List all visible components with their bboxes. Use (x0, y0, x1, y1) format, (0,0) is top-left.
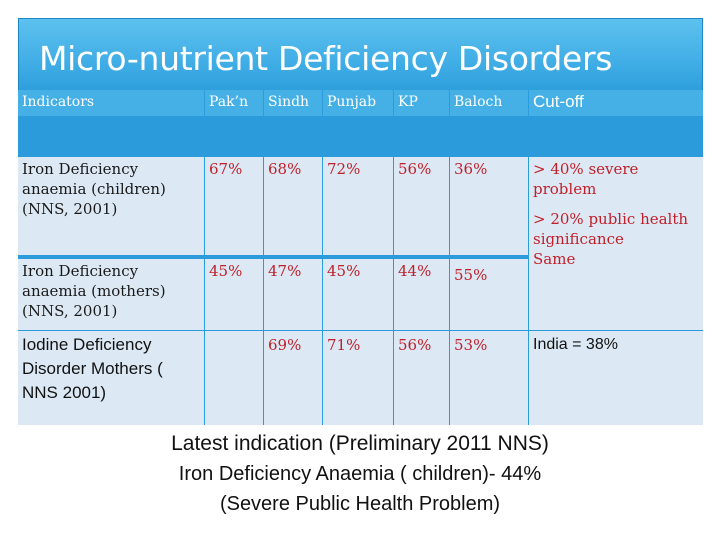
title-bar: Micro-nutrient Deficiency Disorders (18, 18, 703, 90)
row-3-sindh: 69% (264, 331, 322, 425)
row-1-baloch: 36% (450, 157, 528, 255)
slide-title: Micro-nutrient Deficiency Disorders (39, 39, 613, 78)
header-cutoff: Cut-off (529, 90, 703, 116)
cutoff-criteria: > 40% severe problem > 20% public health… (529, 157, 703, 330)
footer-iron-anaemia: Iron Deficiency Anaemia ( children)- 44% (178, 463, 542, 485)
footer-latest-indication: Latest indication (Preliminary 2011 NNS) (171, 432, 549, 455)
row-1-indicator: Iron Deficiency anaemia (children) (NNS,… (18, 157, 204, 255)
header-baloch: Baloch (450, 90, 528, 116)
row-2-sindh: 47% (264, 259, 322, 330)
row-2-punjab: 45% (323, 259, 393, 330)
row-2-pakn: 45% (205, 259, 263, 330)
row-3-baloch: 53% (450, 331, 528, 425)
row-1-sindh: 68% (264, 157, 322, 255)
row-2-indicator: Iron Deficiency anaemia (mothers) (NNS, … (18, 259, 204, 330)
row-3-punjab: 71% (323, 331, 393, 425)
cutoff-same: Same (533, 250, 576, 268)
row-3-kp: 56% (394, 331, 449, 425)
row-1-pakn: 67% (205, 157, 263, 255)
row-3-cutoff: India = 38% (529, 331, 703, 425)
cutoff-public-health: > 20% public health significance (533, 210, 689, 248)
header-kp: KP (394, 90, 449, 116)
row-2-kp: 44% (394, 259, 449, 330)
header-punjab: Punjab (323, 90, 393, 116)
row-1-kp: 56% (394, 157, 449, 255)
row-3-pakn (205, 331, 263, 425)
cutoff-severe: > 40% severe problem (533, 160, 639, 198)
header-pakn: Pak’n (205, 90, 263, 116)
row-2-baloch: 55% (450, 259, 528, 330)
header-sindh: Sindh (264, 90, 322, 116)
footer-severity: (Severe Public Health Problem) (219, 493, 501, 515)
row-3-indicator: Iodine Deficiency Disorder Mothers ( NNS… (18, 331, 204, 425)
header-indicators: Indicators (18, 90, 204, 116)
row-1-punjab: 72% (323, 157, 393, 255)
table-panel: Indicators Pak’n Sindh Punjab KP Baloch … (18, 90, 703, 425)
